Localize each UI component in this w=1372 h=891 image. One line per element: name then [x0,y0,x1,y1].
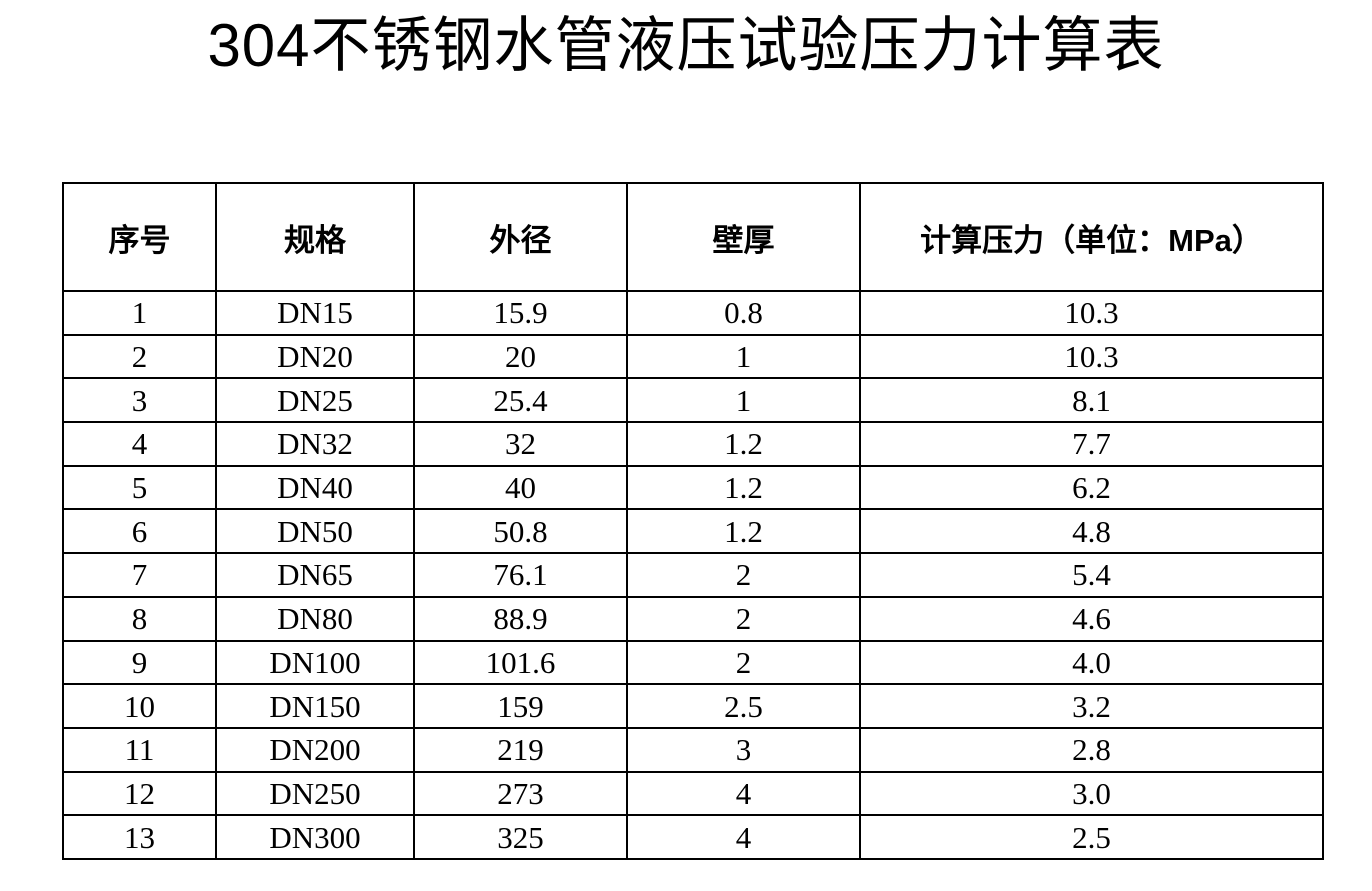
table-row: 6 DN50 50.8 1.2 4.8 [62,508,1324,555]
cell-pressure: 4.0 [859,639,1324,686]
cell-spec: DN50 [215,508,415,555]
cell-pressure: 2.8 [859,726,1324,773]
cell-spec: DN15 [215,290,415,336]
cell-pressure: 7.7 [859,421,1324,467]
cell-wall-thickness: 2 [626,595,861,642]
cell-pressure: 4.8 [859,508,1324,555]
cell-wall-thickness: 4 [626,814,861,860]
cell-outer-diameter: 32 [413,421,628,467]
table-row: 12 DN250 273 4 3.0 [62,770,1324,817]
cell-spec: DN250 [215,770,415,817]
cell-serial: 7 [62,552,217,598]
cell-serial: 8 [62,595,217,642]
cell-spec: DN40 [215,464,415,511]
cell-wall-thickness: 1 [626,333,861,380]
cell-pressure: 3.2 [859,683,1324,729]
cell-spec: DN300 [215,814,415,860]
cell-spec: DN150 [215,683,415,729]
cell-wall-thickness: 2 [626,552,861,598]
cell-pressure: 2.5 [859,814,1324,860]
cell-spec: DN20 [215,333,415,380]
pressure-calculation-table: 序号 规格 外径 壁厚 计算压力（单位：MPa） 1 DN15 15.9 0.8 10.… [62,182,1324,860]
cell-spec: DN200 [215,726,415,773]
cell-serial: 4 [62,421,217,467]
table-row: 7 DN65 76.1 2 5.4 [62,552,1324,598]
cell-outer-diameter: 159 [413,683,628,729]
cell-wall-thickness: 2 [626,639,861,686]
table-header-row: 序号 规格 外径 壁厚 计算压力（单位：MPa） [62,182,1324,292]
table-row: 4 DN32 32 1.2 7.7 [62,421,1324,467]
cell-outer-diameter: 101.6 [413,639,628,686]
cell-pressure: 6.2 [859,464,1324,511]
cell-spec: DN25 [215,377,415,424]
table-row: 11 DN200 219 3 2.8 [62,726,1324,773]
cell-serial: 10 [62,683,217,729]
table-row: 8 DN80 88.9 2 4.6 [62,595,1324,642]
cell-wall-thickness: 1.2 [626,421,861,467]
cell-serial: 5 [62,464,217,511]
table-row: 2 DN20 20 1 10.3 [62,333,1324,380]
table-body: 1 DN15 15.9 0.8 10.3 2 DN20 20 1 10.3 3 DN25 25.4 1 8.… [62,290,1324,860]
header-serial: 序号 [62,182,217,292]
cell-outer-diameter: 219 [413,726,628,773]
header-spec: 规格 [215,182,415,292]
cell-outer-diameter: 50.8 [413,508,628,555]
cell-serial: 2 [62,333,217,380]
cell-outer-diameter: 273 [413,770,628,817]
cell-pressure: 4.6 [859,595,1324,642]
header-wall-thickness: 壁厚 [626,182,861,292]
cell-outer-diameter: 20 [413,333,628,380]
cell-serial: 6 [62,508,217,555]
cell-pressure: 8.1 [859,377,1324,424]
cell-serial: 11 [62,726,217,773]
table-row: 3 DN25 25.4 1 8.1 [62,377,1324,424]
cell-wall-thickness: 4 [626,770,861,817]
header-outer-diameter: 外径 [413,182,628,292]
cell-wall-thickness: 1.2 [626,464,861,511]
cell-serial: 3 [62,377,217,424]
cell-pressure: 5.4 [859,552,1324,598]
header-pressure: 计算压力（单位：MPa） [859,182,1324,292]
cell-spec: DN80 [215,595,415,642]
page-title: 304不锈钢水管液压试验压力计算表 [207,12,1165,79]
cell-outer-diameter: 15.9 [413,290,628,336]
cell-wall-thickness: 1.2 [626,508,861,555]
table-row: 10 DN150 159 2.5 3.2 [62,683,1324,729]
cell-spec: DN32 [215,421,415,467]
table-row: 1 DN15 15.9 0.8 10.3 [62,290,1324,336]
cell-outer-diameter: 325 [413,814,628,860]
cell-outer-diameter: 25.4 [413,377,628,424]
table-row: 5 DN40 40 1.2 6.2 [62,464,1324,511]
cell-serial: 12 [62,770,217,817]
table-row: 13 DN300 325 4 2.5 [62,814,1324,860]
cell-pressure: 10.3 [859,290,1324,336]
cell-serial: 9 [62,639,217,686]
cell-wall-thickness: 3 [626,726,861,773]
table-row: 9 DN100 101.6 2 4.0 [62,639,1324,686]
cell-outer-diameter: 76.1 [413,552,628,598]
cell-spec: DN65 [215,552,415,598]
cell-spec: DN100 [215,639,415,686]
cell-outer-diameter: 40 [413,464,628,511]
cell-pressure: 3.0 [859,770,1324,817]
cell-wall-thickness: 2.5 [626,683,861,729]
cell-wall-thickness: 1 [626,377,861,424]
cell-pressure: 10.3 [859,333,1324,380]
cell-serial: 13 [62,814,217,860]
cell-wall-thickness: 0.8 [626,290,861,336]
cell-serial: 1 [62,290,217,336]
cell-outer-diameter: 88.9 [413,595,628,642]
